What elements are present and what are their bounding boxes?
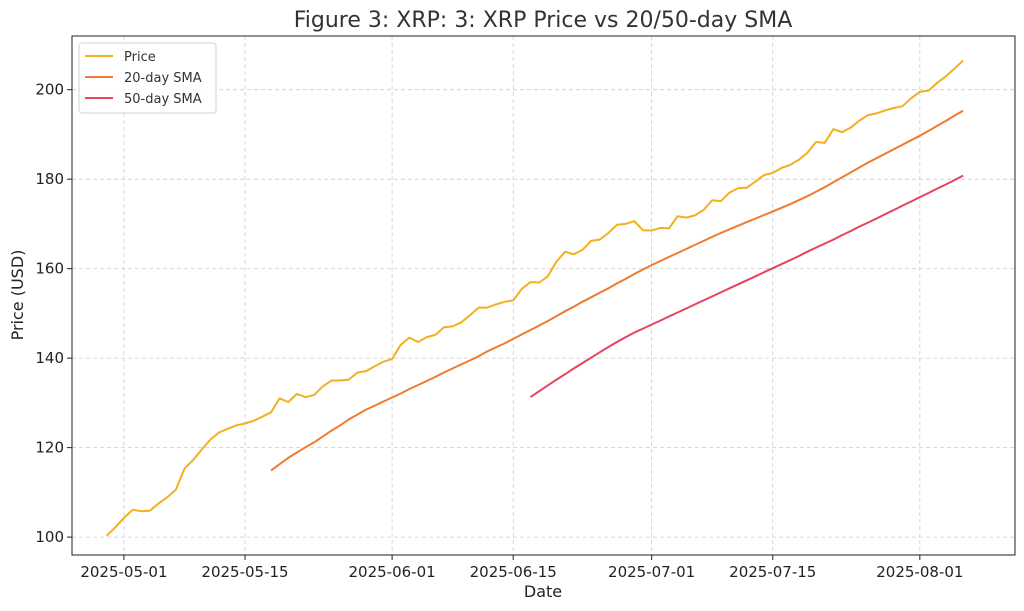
- plot-frame: [71, 35, 1016, 556]
- series-line-20-day-sma: [270, 109, 964, 472]
- y-tick-label: 100: [35, 528, 64, 546]
- x-tick-label: 2025-08-01: [876, 563, 963, 581]
- x-tick-label: 2025-07-01: [608, 563, 695, 581]
- legend-label-20-day-sma: 20-day SMA: [124, 71, 202, 86]
- y-tick-label: 140: [35, 349, 64, 367]
- series-line-50-day-sma: [529, 174, 964, 398]
- x-tick-label: 2025-05-15: [201, 563, 288, 581]
- legend-label-price: Price: [124, 50, 156, 65]
- y-tick-label: 180: [35, 170, 64, 188]
- y-axis-label: Price (USD): [8, 250, 27, 341]
- y-tick-label: 120: [35, 439, 64, 457]
- legend-label-50-day-sma: 50-day SMA: [124, 92, 202, 107]
- chart-title: Figure 3: XRP: 3: XRP Price vs 20/50-day…: [294, 8, 793, 33]
- x-axis-label: Date: [524, 582, 562, 601]
- x-tick-label: 2025-06-01: [349, 563, 436, 581]
- legend-box: [78, 42, 217, 114]
- x-tick-label: 2025-06-15: [470, 563, 557, 581]
- x-tick-label: 2025-05-01: [80, 563, 167, 581]
- grid: [72, 36, 1015, 555]
- y-tick-label: 200: [35, 81, 64, 99]
- x-tick-label: 2025-07-15: [729, 563, 816, 581]
- axis-ticks: 2025-05-01 2025-05-15 2025-06-01 2025-06-15…: [35, 81, 963, 581]
- series-line-price: [105, 59, 964, 537]
- series-layer: [105, 59, 964, 537]
- legend: Price 20-day SMA 50-day SMA: [78, 42, 217, 114]
- y-tick-label: 160: [35, 260, 64, 278]
